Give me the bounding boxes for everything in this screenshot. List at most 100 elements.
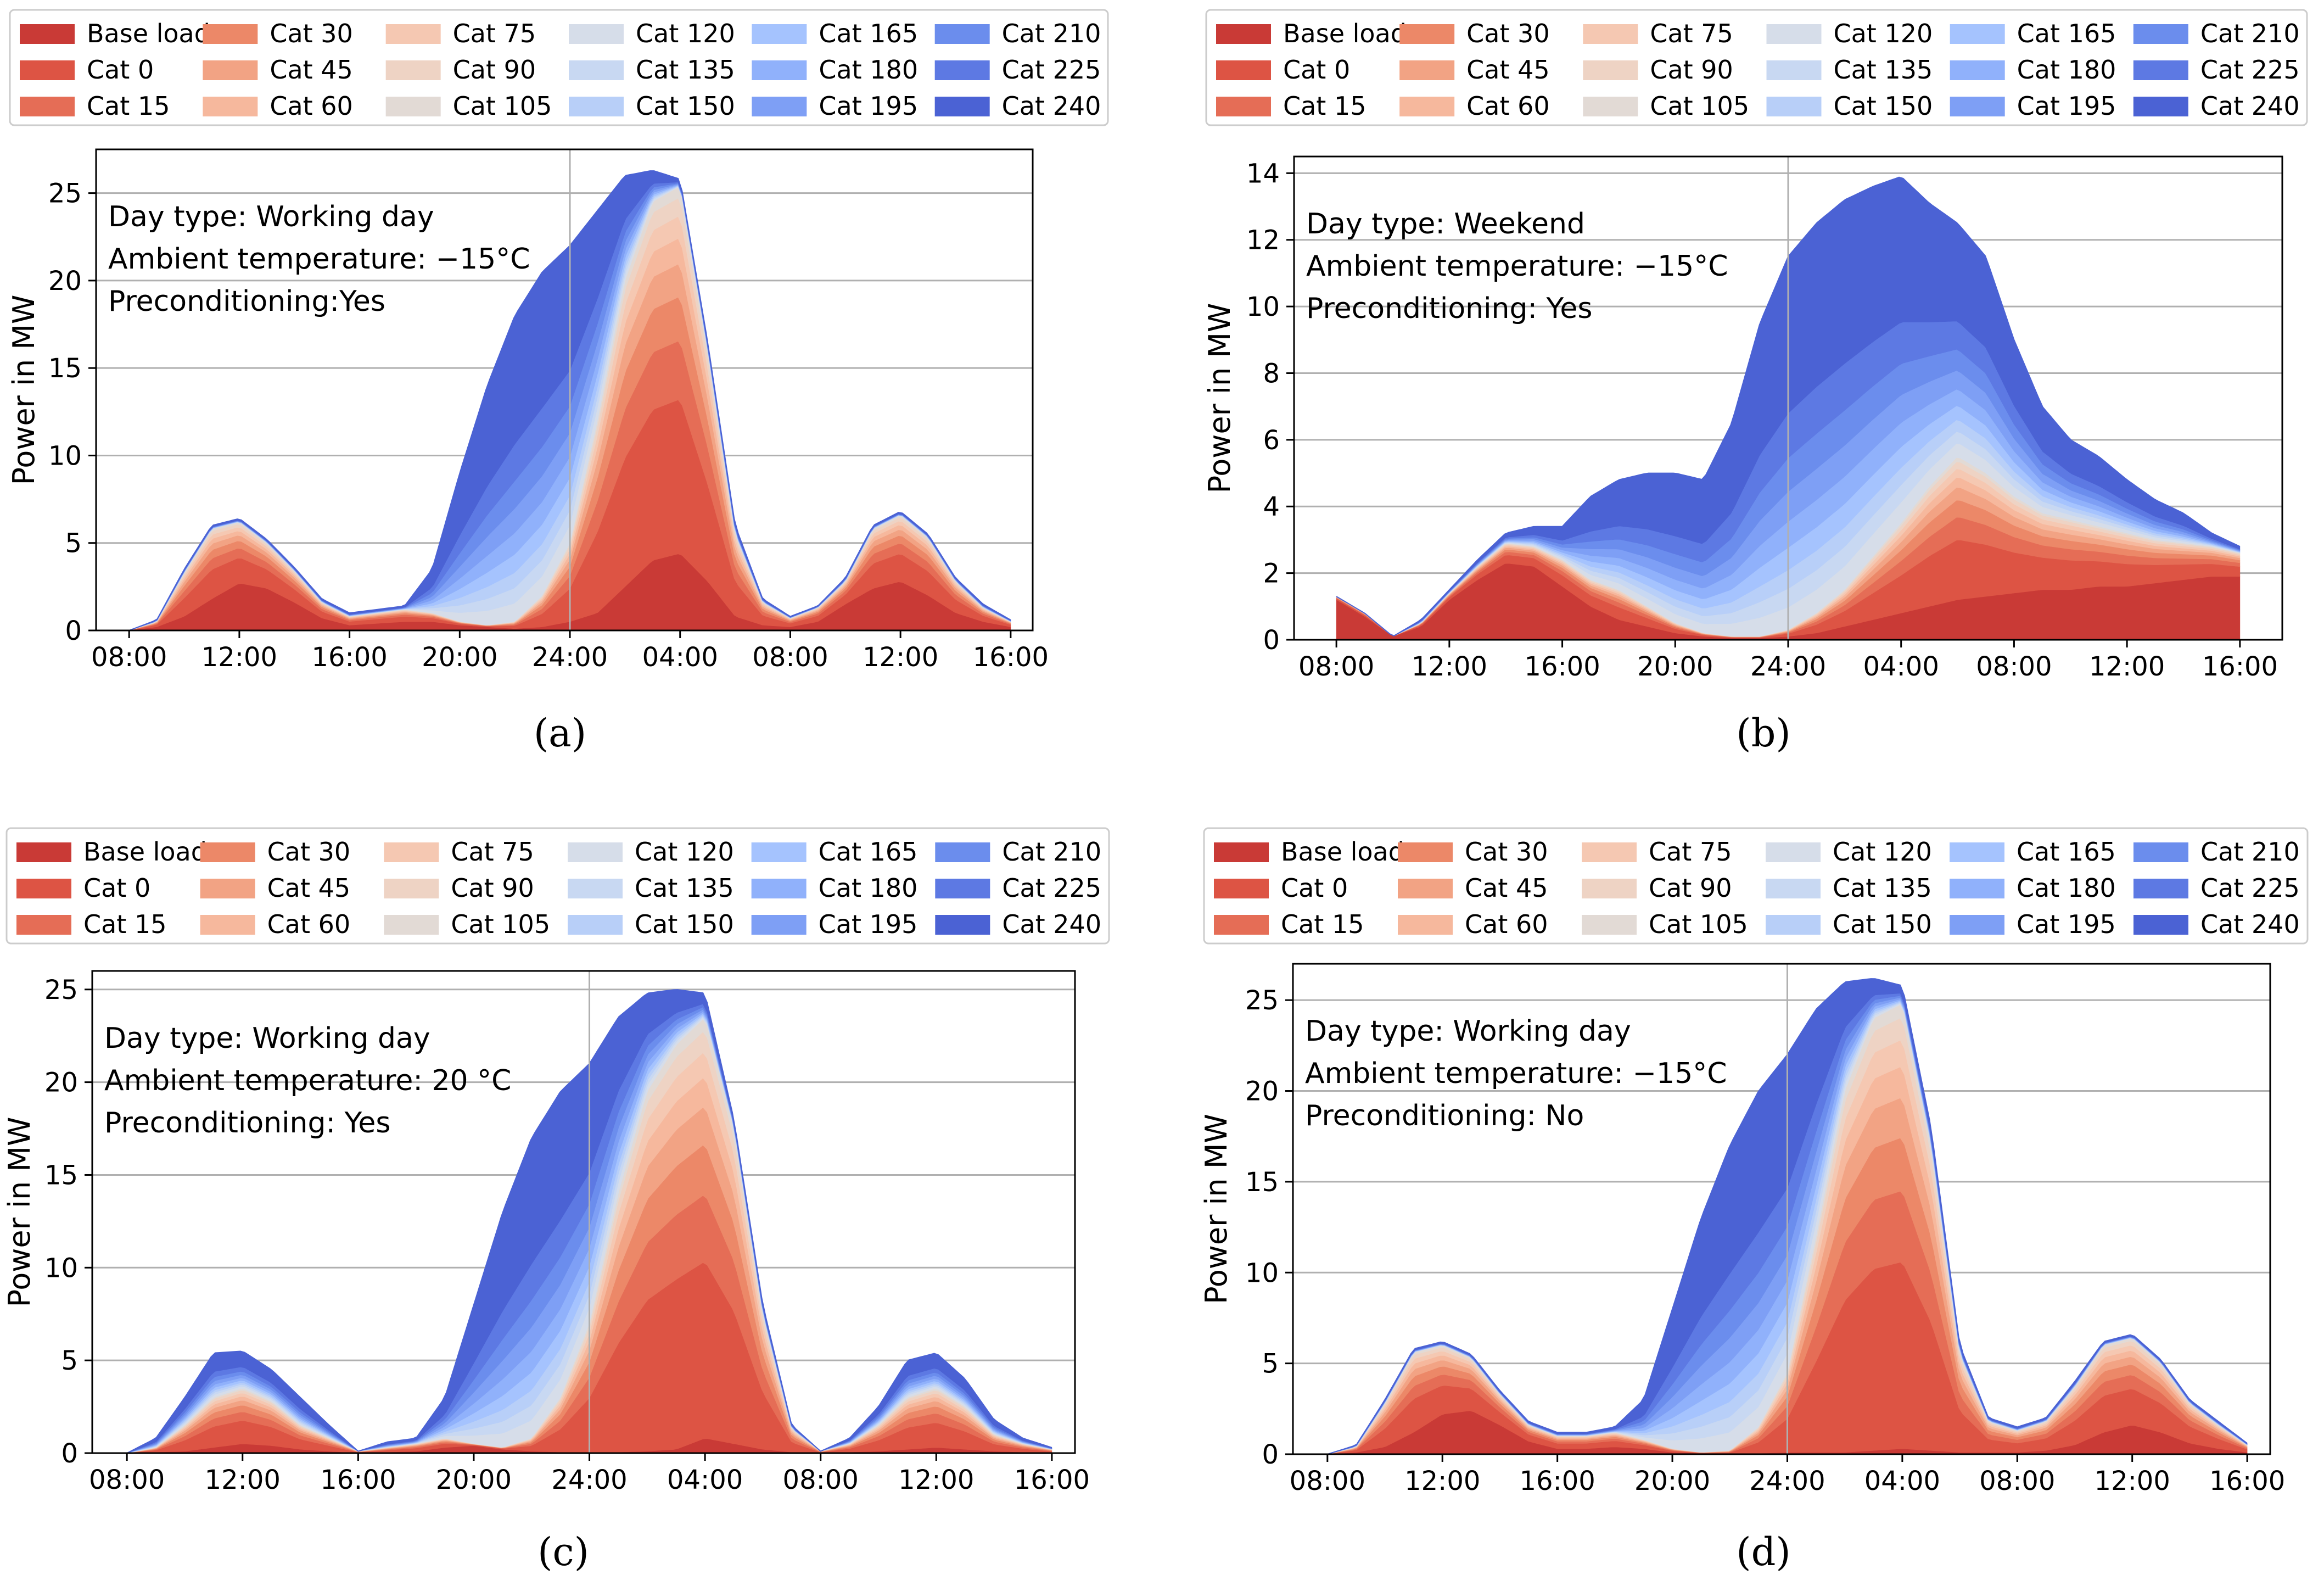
legend-label-17: Cat 225 [1002,873,1101,903]
x-tick-label-5: 04:00 [667,1465,743,1495]
legend: Base load Cat 0 Cat 15 Cat 30 Cat 45 Cat 60 Ca… [1205,9,2308,126]
legend-label-15: Cat 195 [2017,909,2116,939]
legend: Base load Cat 0 Cat 15 Cat 30 Cat 45 Cat 60 Ca… [5,827,1110,945]
legend-label-10: Cat 120 [1833,837,1932,867]
x-tick-label-4: 24:00 [1750,651,1826,682]
x-tick-label-1: 12:00 [1404,1466,1480,1496]
legend-swatch-5 [200,879,255,898]
legend-label-7: Cat 75 [451,837,534,867]
legend-label-10: Cat 120 [635,837,734,867]
legend-swatch-15 [1950,97,2005,116]
y-axis-label: Power in MW [7,295,41,485]
legend-label-9: Cat 105 [1649,909,1748,939]
chart-panel-2: Base load Cat 0 Cat 15 Cat 30 Cat 45 Cat 60 Ca… [1202,9,2308,756]
legend-swatch-6 [1398,915,1453,935]
annotation-line1: Day type: Weekend [1306,208,1585,241]
legend-label-1: Base load [83,837,207,867]
legend-label-4: Cat 30 [267,837,350,867]
legend-swatch-7 [384,842,439,862]
legend-swatch-18 [2133,97,2188,116]
x-tick-label-7: 12:00 [863,642,938,673]
legend-swatch-2 [20,60,75,80]
legend-frame [9,9,1109,126]
plot-area: 0 5 10 15 20 25 08:00 12:00 16:00 20:00 24:00 04:00… [7,148,1049,673]
legend-swatch-16 [2133,842,2188,862]
x-tick-label-1: 12:00 [201,642,277,673]
legend-swatch-17 [935,879,990,898]
legend-label-1: Base load [1283,19,1407,48]
legend-label-2: Cat 0 [1283,55,1350,85]
x-tick-label-8: 16:00 [973,642,1049,673]
legend-swatch-2 [1214,879,1269,898]
legend-swatch-3 [20,97,75,116]
legend-swatch-9 [1582,915,1637,935]
legend-swatch-15 [1950,915,2004,935]
panel-caption: (a) [534,711,586,756]
legend-label-8: Cat 90 [453,55,536,85]
legend-swatch-8 [1583,60,1638,80]
legend-label-9: Cat 105 [1650,91,1749,121]
y-tick-label-0: 0 [1263,625,1280,656]
x-tick-label-3: 20:00 [1637,651,1713,682]
legend-label-6: Cat 60 [1465,909,1548,939]
annotation: Day type: Weekend Ambient temperature: −1… [1306,208,1728,325]
legend-label-15: Cat 195 [819,91,918,121]
panel-caption: (b) [1736,711,1790,756]
x-tick-label-0: 08:00 [1290,1466,1365,1496]
legend-label-7: Cat 75 [1650,19,1733,48]
legend-swatch-9 [1583,97,1638,116]
legend-label-18: Cat 240 [1002,91,1101,121]
plot-area: 0 5 10 15 20 25 08:00 12:00 16:00 20:00 24:00 04:00… [1199,963,2285,1496]
annotation: Day type: Working day Ambient temperature… [108,200,530,318]
legend-swatch-2 [16,879,71,898]
x-tick-label-2: 16:00 [1519,1466,1595,1496]
legend-swatch-7 [385,24,441,44]
legend-label-16: Cat 210 [1002,19,1101,48]
legend-label-3: Cat 15 [1281,909,1364,939]
legend-label-12: Cat 150 [1833,909,1932,939]
chart-panel-4: Base load Cat 0 Cat 15 Cat 30 Cat 45 Cat 60 Ca… [1199,827,2309,1574]
legend: Base load Cat 0 Cat 15 Cat 30 Cat 45 Cat 60 Ca… [9,9,1109,126]
legend-swatch-14 [752,60,807,80]
legend-label-11: Cat 135 [636,55,735,85]
legend-swatch-11 [1766,879,1821,898]
legend-swatch-5 [203,60,258,80]
x-tick-label-0: 08:00 [1298,651,1374,682]
legend-label-8: Cat 90 [1650,55,1733,85]
legend-label-17: Cat 225 [1002,55,1101,85]
legend-swatch-5 [1398,879,1453,898]
x-tick-label-0: 08:00 [89,1465,165,1495]
legend-label-8: Cat 90 [451,873,534,903]
y-tick-label-5: 25 [44,975,78,1006]
y-tick-label-0: 0 [65,616,82,646]
x-tick-label-5: 04:00 [1864,1466,1940,1496]
annotation-line3: Preconditioning: No [1305,1099,1584,1132]
legend-swatch-13 [1950,842,2004,862]
legend-swatch-7 [1582,842,1637,862]
legend-swatch-8 [384,879,439,898]
legend-swatch-17 [2133,879,2188,898]
legend-label-4: Cat 30 [1466,19,1550,48]
legend-swatch-16 [935,842,990,862]
plot-frame [1292,963,2271,1455]
x-tick-label-3: 20:00 [436,1465,512,1495]
x-tick-label-8: 16:00 [2209,1466,2285,1496]
legend-label-16: Cat 210 [2200,837,2300,867]
annotation-line3: Preconditioning: Yes [104,1107,391,1140]
y-tick-label-7: 14 [1246,158,1280,189]
annotation-line1: Day type: Working day [104,1022,430,1055]
legend-label-13: Cat 165 [2017,19,2116,48]
annotation-line1: Day type: Working day [108,200,434,233]
legend-swatch-18 [934,97,990,116]
legend-frame [1203,827,2309,945]
legend-swatch-13 [1950,24,2005,44]
legend-frame [1205,9,2308,126]
legend-label-2: Cat 0 [1281,873,1348,903]
legend-swatch-8 [385,60,441,80]
annotation-line2: Ambient temperature: −15°C [1306,250,1728,283]
x-tick-label-7: 12:00 [2095,1466,2170,1496]
legend-label-3: Cat 15 [87,91,170,121]
legend-label-12: Cat 150 [1834,91,1933,121]
annotation-line1: Day type: Working day [1305,1015,1631,1048]
